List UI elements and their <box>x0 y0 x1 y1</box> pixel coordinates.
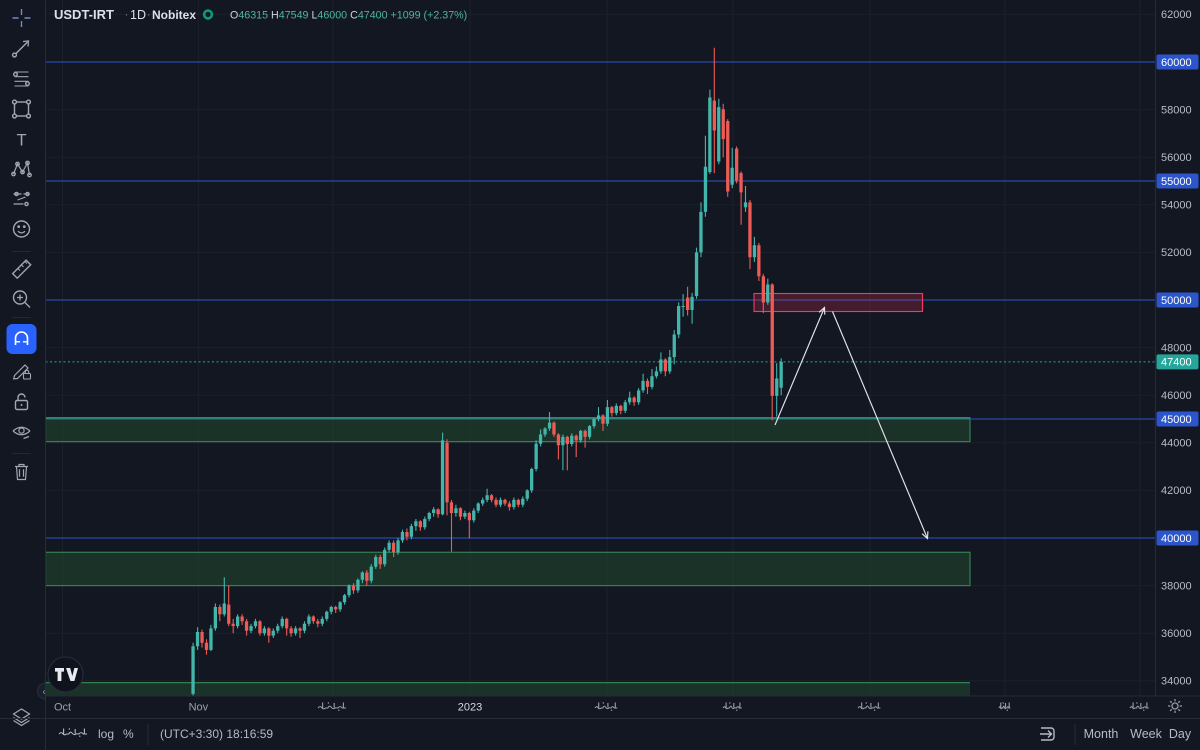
svg-text:36000: 36000 <box>1161 628 1192 640</box>
svg-text:Week: Week <box>1130 727 1162 741</box>
svg-text:O46315 H47549 L46000 C47400 +1: O46315 H47549 L46000 C47400 +1099 (+2.37… <box>230 10 467 22</box>
svg-text:‹: ‹ <box>43 687 46 697</box>
svg-text:log: log <box>98 727 114 741</box>
svg-text:34000: 34000 <box>1161 676 1192 688</box>
svg-text:47400: 47400 <box>1161 357 1192 369</box>
svg-text:62000: 62000 <box>1161 9 1192 21</box>
svg-text:·: · <box>147 7 151 21</box>
svg-text:USDT-IRT: USDT-IRT <box>54 7 114 22</box>
svg-text:46000: 46000 <box>1161 390 1192 402</box>
svg-text:48000: 48000 <box>1161 342 1192 354</box>
svg-text:45000: 45000 <box>1161 414 1192 426</box>
svg-text:60000: 60000 <box>1161 57 1192 69</box>
svg-text:Nobitex: Nobitex <box>152 8 196 22</box>
svg-text:40000: 40000 <box>1161 533 1192 545</box>
svg-text:44000: 44000 <box>1161 438 1192 450</box>
svg-text:38000: 38000 <box>1161 580 1192 592</box>
svg-text:Day: Day <box>1169 727 1192 741</box>
svg-text:Nov: Nov <box>189 702 209 714</box>
svg-text:58000: 58000 <box>1161 104 1192 116</box>
svg-text:56000: 56000 <box>1161 152 1192 164</box>
svg-text:·: · <box>125 7 129 21</box>
svg-text:1D: 1D <box>130 8 146 22</box>
svg-text:T: T <box>16 132 26 150</box>
svg-text:Month: Month <box>1084 727 1119 741</box>
svg-text:55000: 55000 <box>1161 176 1192 188</box>
svg-text:(UTC+3:30) 18:16:59: (UTC+3:30) 18:16:59 <box>160 727 273 741</box>
svg-text:42000: 42000 <box>1161 485 1192 497</box>
svg-text:Oct: Oct <box>54 702 71 714</box>
svg-text:52000: 52000 <box>1161 247 1192 259</box>
svg-text:54000: 54000 <box>1161 200 1192 212</box>
svg-text:50000: 50000 <box>1161 295 1192 307</box>
svg-text:2023: 2023 <box>458 702 482 714</box>
svg-text:%: % <box>123 727 134 741</box>
